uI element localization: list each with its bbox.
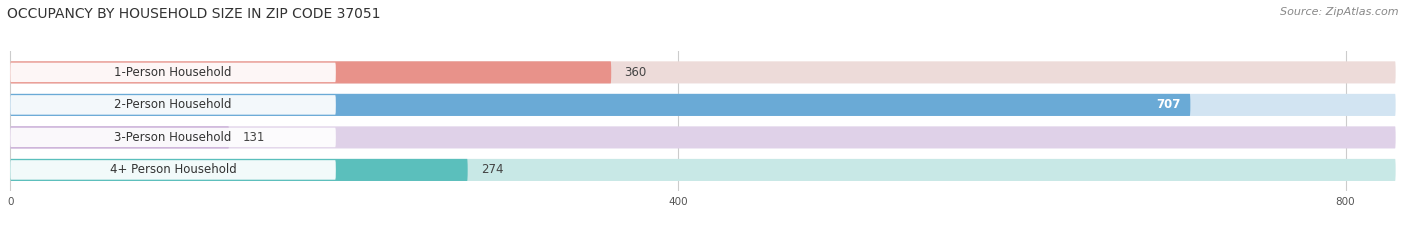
- Text: 360: 360: [624, 66, 647, 79]
- FancyBboxPatch shape: [10, 159, 1396, 181]
- Text: 131: 131: [242, 131, 264, 144]
- FancyBboxPatch shape: [10, 126, 1396, 148]
- FancyBboxPatch shape: [10, 94, 1191, 116]
- FancyBboxPatch shape: [10, 94, 1396, 116]
- FancyBboxPatch shape: [10, 95, 336, 115]
- Text: 2-Person Household: 2-Person Household: [114, 98, 232, 111]
- FancyBboxPatch shape: [10, 126, 229, 148]
- FancyBboxPatch shape: [10, 160, 336, 180]
- FancyBboxPatch shape: [10, 61, 1396, 83]
- FancyBboxPatch shape: [10, 63, 336, 82]
- FancyBboxPatch shape: [10, 61, 612, 83]
- Text: Source: ZipAtlas.com: Source: ZipAtlas.com: [1281, 7, 1399, 17]
- Text: OCCUPANCY BY HOUSEHOLD SIZE IN ZIP CODE 37051: OCCUPANCY BY HOUSEHOLD SIZE IN ZIP CODE …: [7, 7, 381, 21]
- Text: 1-Person Household: 1-Person Household: [114, 66, 232, 79]
- FancyBboxPatch shape: [10, 128, 336, 147]
- FancyBboxPatch shape: [10, 159, 468, 181]
- Text: 707: 707: [1156, 98, 1180, 111]
- Text: 3-Person Household: 3-Person Household: [114, 131, 232, 144]
- Text: 274: 274: [481, 163, 503, 176]
- Text: 4+ Person Household: 4+ Person Household: [110, 163, 236, 176]
